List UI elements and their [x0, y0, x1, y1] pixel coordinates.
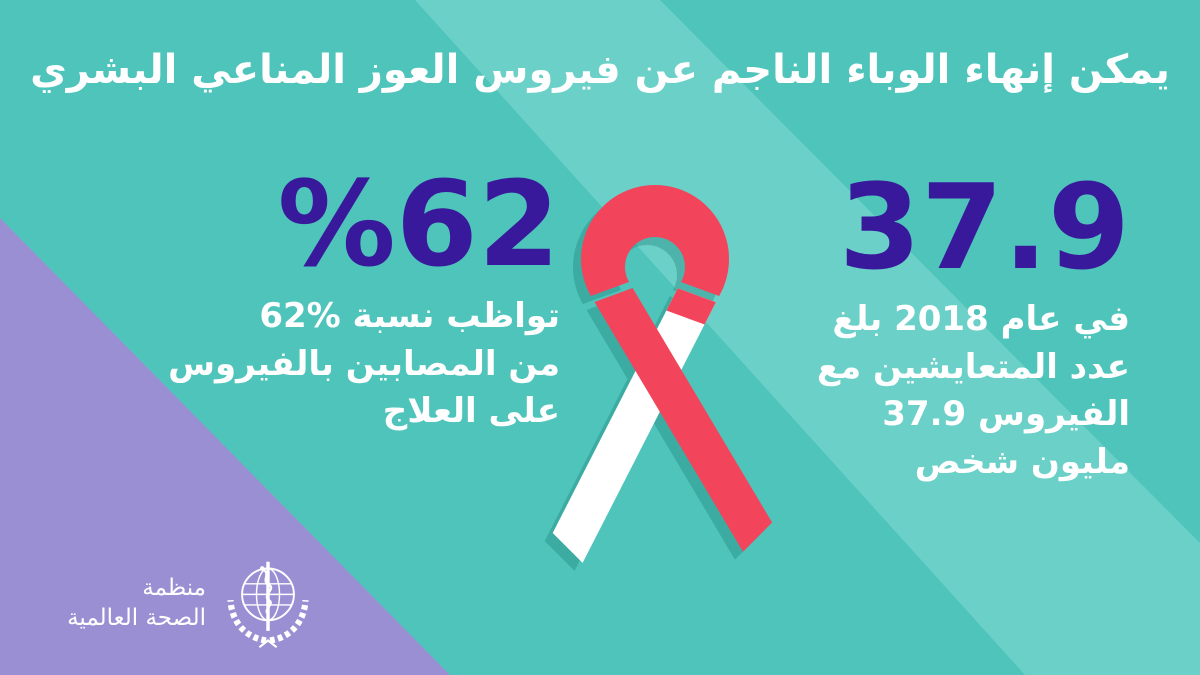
stat-living-with-hiv: 37.9 في عام 2018 بلغ عدد المتعايشين مع ا… [790, 168, 1130, 486]
who-org-name-line1: منظمة [142, 575, 206, 602]
who-org-name: منظمة الصحة العالمية [40, 574, 206, 634]
stat-treatment-caption-line: تواظب نسبة %62 [259, 296, 560, 336]
aids-awareness-ribbon-icon [530, 183, 800, 568]
who-org-name-line2: الصحة العالمية [67, 605, 206, 631]
stat-treatment-caption-line: من المصابين بالفيروس [168, 343, 560, 384]
stat-treatment-value: %62 [277, 155, 560, 293]
who-logo: منظمة الصحة العالمية [40, 556, 316, 652]
stat-treatment-caption: تواظب نسبة %62 من المصابين بالفيروس على … [60, 293, 560, 436]
stat-living-caption-line: عدد المتعايشين مع [816, 346, 1130, 387]
who-emblem-icon [227, 561, 309, 649]
stat-treatment-caption-line: على العلاج [382, 391, 560, 432]
stat-living-with-hiv-caption: في عام 2018 بلغ عدد المتعايشين مع الفيرو… [790, 296, 1130, 486]
stat-living-caption-line: مليون شخص [914, 441, 1130, 482]
stat-living-caption-line: في عام 2018 بلغ [832, 299, 1130, 339]
stat-living-with-hiv-value: 37.9 [838, 158, 1130, 296]
stat-treatment: %62 تواظب نسبة %62 من المصابين بالفيروس … [60, 165, 560, 436]
page-title: يمكن إنهاء الوباء الناجم عن فيروس العوز … [30, 47, 1170, 93]
stat-living-caption-line: الفيروس 37.9 [882, 394, 1130, 435]
